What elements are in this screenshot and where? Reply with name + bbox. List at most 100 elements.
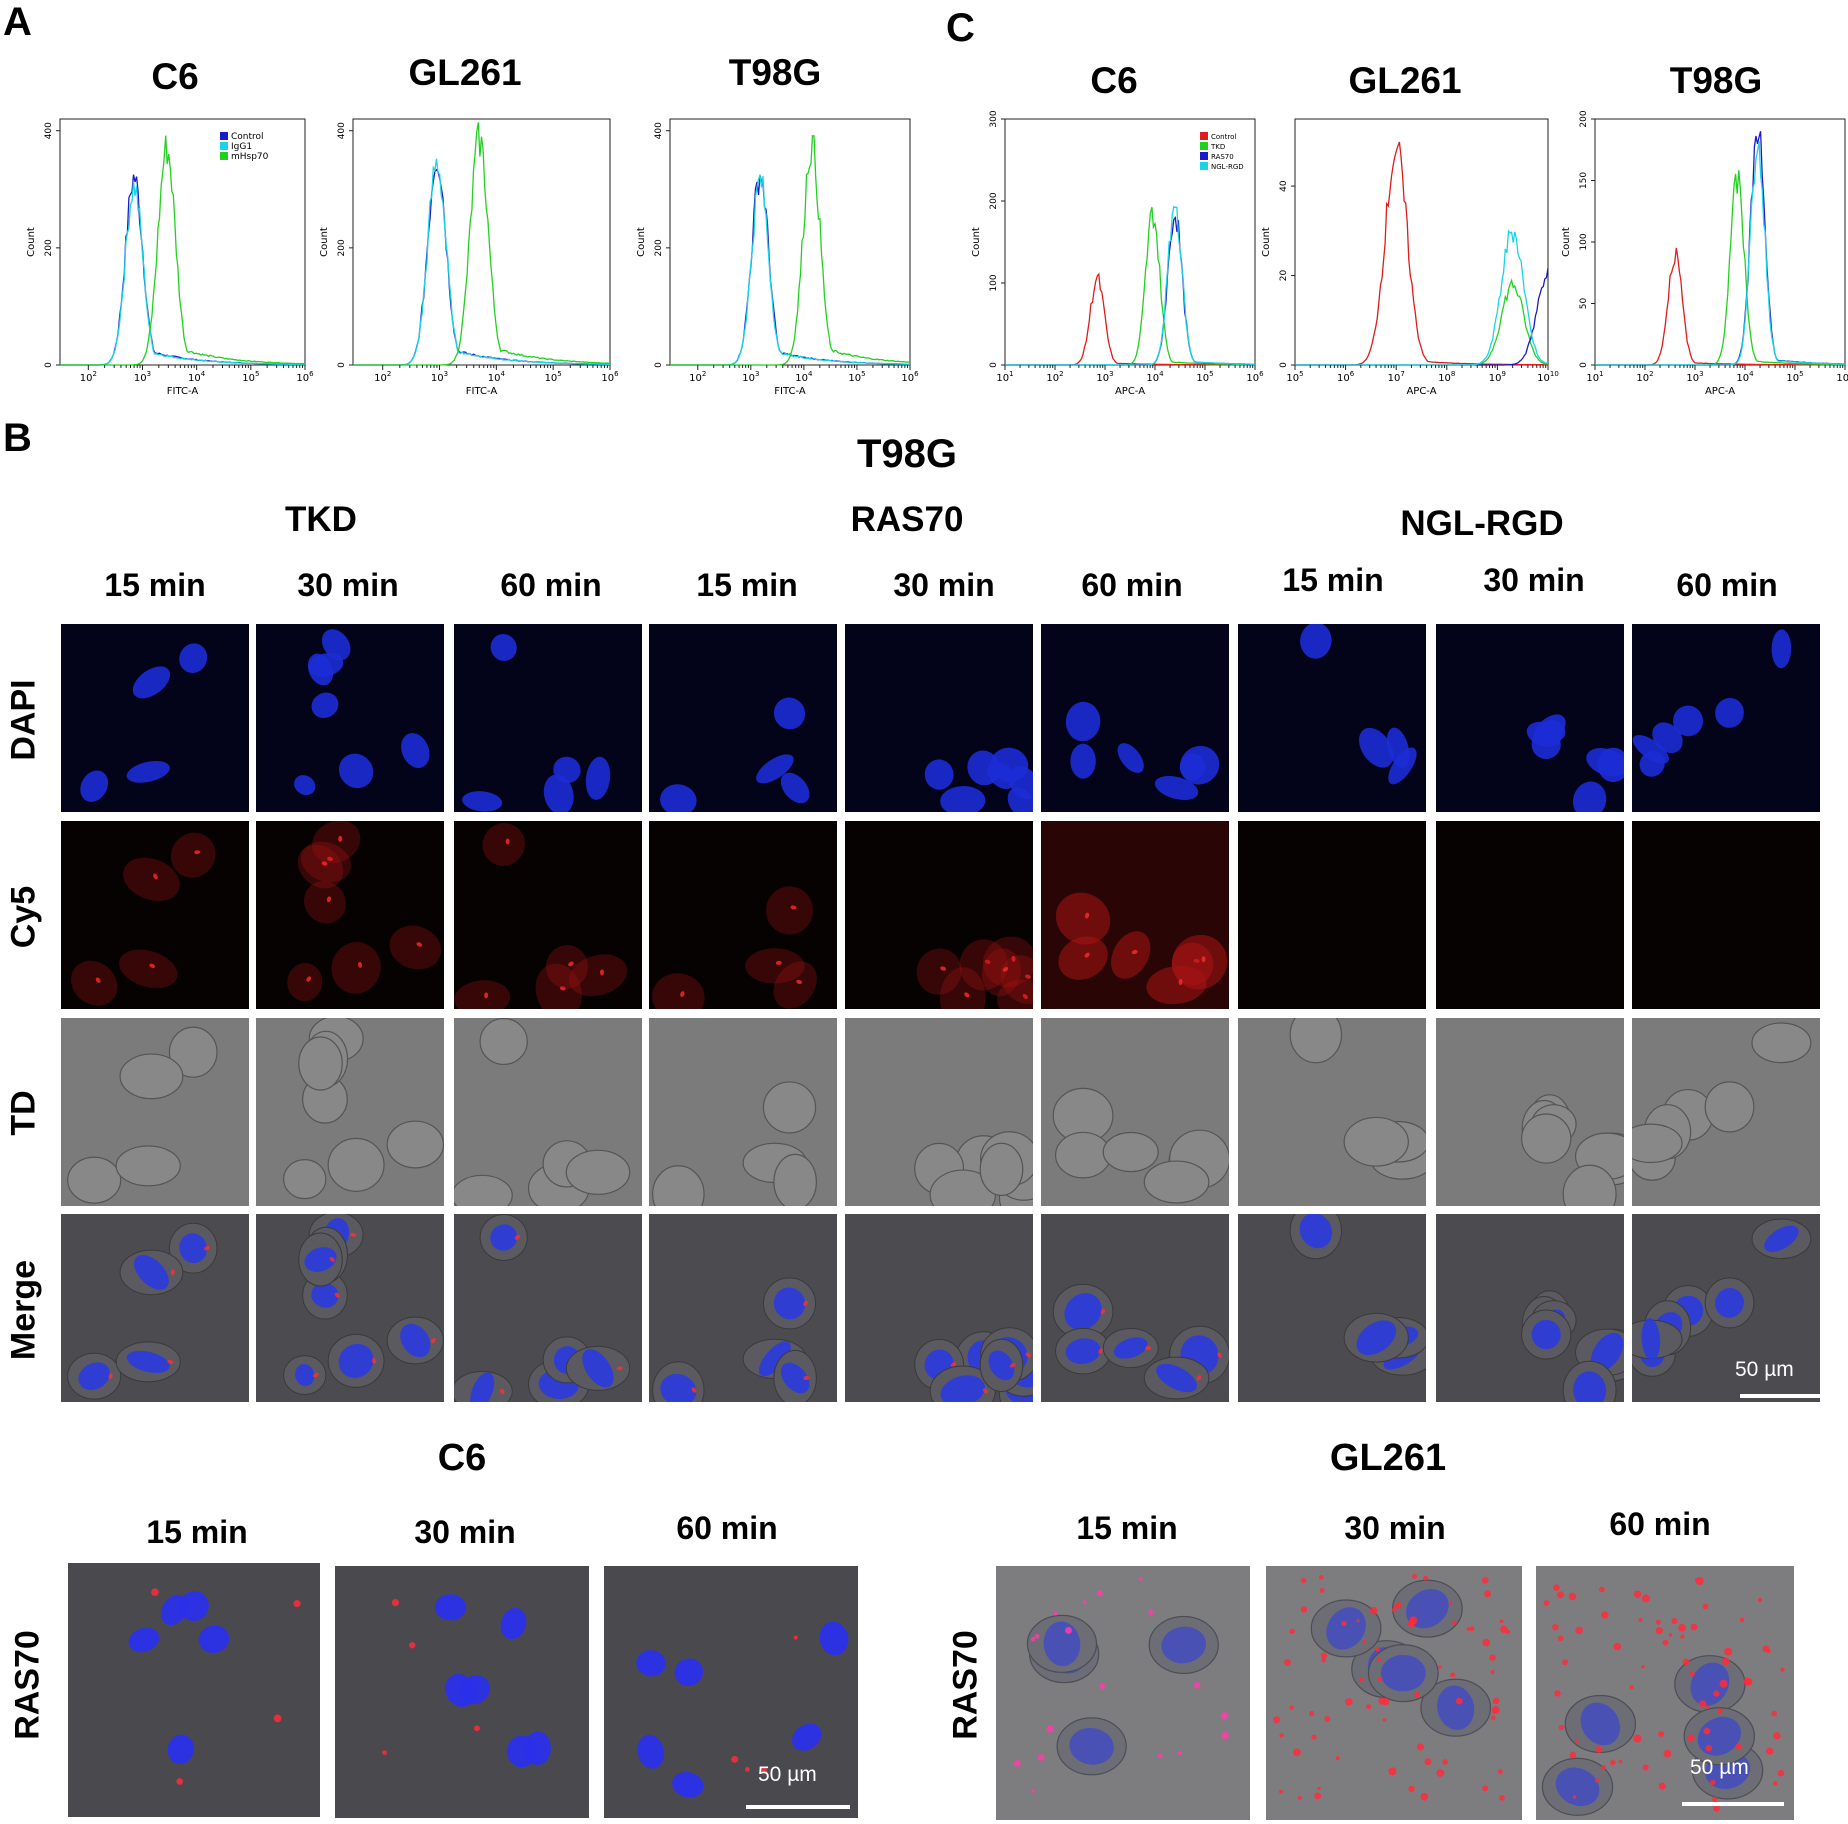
- tile-image: [1632, 629, 1792, 777]
- tile-dapi-4: [649, 624, 837, 812]
- fluorescent-spot: [1482, 1638, 1491, 1647]
- time-header-ngl-60: 60 min: [1676, 567, 1778, 603]
- fluorescent-spot: [1376, 1657, 1382, 1662]
- cell-outline: [1704, 1081, 1755, 1133]
- fluorescent-spot: [1319, 1588, 1325, 1593]
- cell-blob: [680, 991, 685, 997]
- fluorescent-spot: [1490, 1715, 1496, 1721]
- scale-label-c6: 50 µm: [758, 1763, 817, 1786]
- tile-cy5-2: [256, 821, 444, 1009]
- cell-blob: [1641, 1318, 1661, 1361]
- x-tick-label: 106: [601, 370, 619, 384]
- fluorescent-spot: [1638, 1617, 1643, 1622]
- fluorescent-spot: [1558, 1724, 1565, 1731]
- cell-outline: [119, 1053, 184, 1100]
- hist-curve-ras70: [1595, 131, 1845, 366]
- fluorescent-spot: [1053, 1611, 1058, 1616]
- fluorescent-spot: [1594, 1778, 1600, 1783]
- cell-blob: [660, 1374, 697, 1402]
- cell-outline: [762, 1081, 817, 1134]
- fluorescent-spot: [1772, 1781, 1778, 1786]
- y-tick-label: 0: [654, 362, 664, 368]
- fluorescent-spot: [1680, 1634, 1685, 1639]
- cell-blob: [350, 1232, 357, 1237]
- fluorescent-spot: [1297, 1795, 1302, 1800]
- cell-blob: [80, 770, 109, 802]
- hist-curve-mhsp70: [670, 135, 911, 366]
- hist-curve-ras70: [1005, 216, 1256, 366]
- cell-blob: [123, 857, 180, 902]
- x-tick-label: 106: [1337, 370, 1355, 384]
- cell-blob: [1022, 993, 1028, 1000]
- cell-blob: [297, 844, 344, 889]
- tile-image: [462, 634, 611, 812]
- cell-blob: [153, 873, 158, 880]
- fluorescent-spot: [1702, 1603, 1709, 1610]
- tile-dapi-7: [1238, 624, 1426, 812]
- fluorescent-spot: [1466, 1627, 1471, 1631]
- cell-blob: [691, 1387, 697, 1393]
- cell-outline: [479, 1018, 528, 1066]
- x-axis-label: APC-A: [1115, 386, 1145, 397]
- time-header-tkd-60: 60 min: [500, 567, 602, 603]
- cell-blob: [1065, 1338, 1101, 1364]
- legend-swatch: [1200, 162, 1208, 170]
- x-tick-label: 105: [242, 370, 259, 384]
- cell-blob: [1771, 629, 1792, 669]
- fluorescent-spot: [1356, 1619, 1360, 1623]
- tile-dapi-2: [256, 624, 444, 812]
- fluorescent-spot: [1442, 1759, 1448, 1765]
- cell-blob: [553, 756, 581, 784]
- hist-c-title-gl261: GL261: [1348, 60, 1462, 101]
- fluorescent-spot: [1497, 1769, 1503, 1775]
- hist-curve-tkd: [1595, 170, 1845, 366]
- histogram-a-t98g: 0 200 400 Count 102 103 104 105 106 FITC-A: [636, 118, 919, 397]
- cell-blob: [1632, 735, 1669, 764]
- tile-merge-3: [454, 1214, 642, 1402]
- y-tick-label: 40: [1279, 180, 1289, 192]
- fluorescent-spot: [744, 1767, 750, 1772]
- tile-image: [1289, 1018, 1426, 1180]
- y-tick-label: 300: [989, 110, 999, 127]
- cell-blob: [660, 784, 697, 812]
- tile-image: [454, 1018, 631, 1206]
- fluorescent-spot: [1713, 1805, 1720, 1812]
- cell-blob: [1196, 1375, 1202, 1381]
- legend-entry: NGL-RGD: [1211, 163, 1244, 171]
- fluorescent-spot: [1554, 1690, 1561, 1697]
- fluorescent-spot: [1484, 1590, 1492, 1598]
- x-tick-label: 101: [1586, 370, 1603, 384]
- fluorescent-spot: [1096, 1590, 1103, 1597]
- fluorescent-spot: [1481, 1576, 1489, 1584]
- x-tick-label: 102: [80, 370, 97, 384]
- cell-blob: [312, 821, 361, 864]
- hist-a-title-gl261: GL261: [408, 52, 522, 93]
- fluorescent-spot: [1335, 1756, 1340, 1761]
- cell-blob: [1131, 949, 1138, 955]
- x-tick-label: 104: [188, 370, 206, 384]
- fluorescent-spot: [1618, 1759, 1623, 1764]
- cell-blob: [616, 1366, 623, 1371]
- fluorescent-spot: [1599, 1586, 1605, 1593]
- cell-blob: [128, 1627, 160, 1653]
- fluorescent-spot: [1177, 1750, 1183, 1756]
- cell-blob: [964, 992, 970, 998]
- cell-blob: [470, 1372, 495, 1402]
- cell-blob: [126, 1350, 170, 1373]
- cell-blob: [119, 949, 178, 989]
- fluorescent-spot: [1562, 1659, 1569, 1666]
- cell-blob: [1299, 1214, 1333, 1249]
- cell-blob: [416, 942, 423, 947]
- plot-frame: [1594, 118, 1846, 366]
- cell-blob: [78, 1362, 110, 1390]
- cell-blob: [1117, 743, 1144, 773]
- fluorescent-spot: [1317, 1786, 1321, 1791]
- cell-blob: [179, 643, 208, 673]
- x-tick-label: 108: [1438, 370, 1455, 384]
- fluorescent-spot: [1469, 1626, 1475, 1632]
- hist-curve-ngl-rgd: [1005, 205, 1256, 366]
- cell-outline: [1343, 1116, 1409, 1167]
- fluorescent-spot: [1341, 1620, 1347, 1627]
- x-axis-label: FITC-A: [466, 386, 498, 397]
- fluorescent-spot: [1436, 1769, 1445, 1777]
